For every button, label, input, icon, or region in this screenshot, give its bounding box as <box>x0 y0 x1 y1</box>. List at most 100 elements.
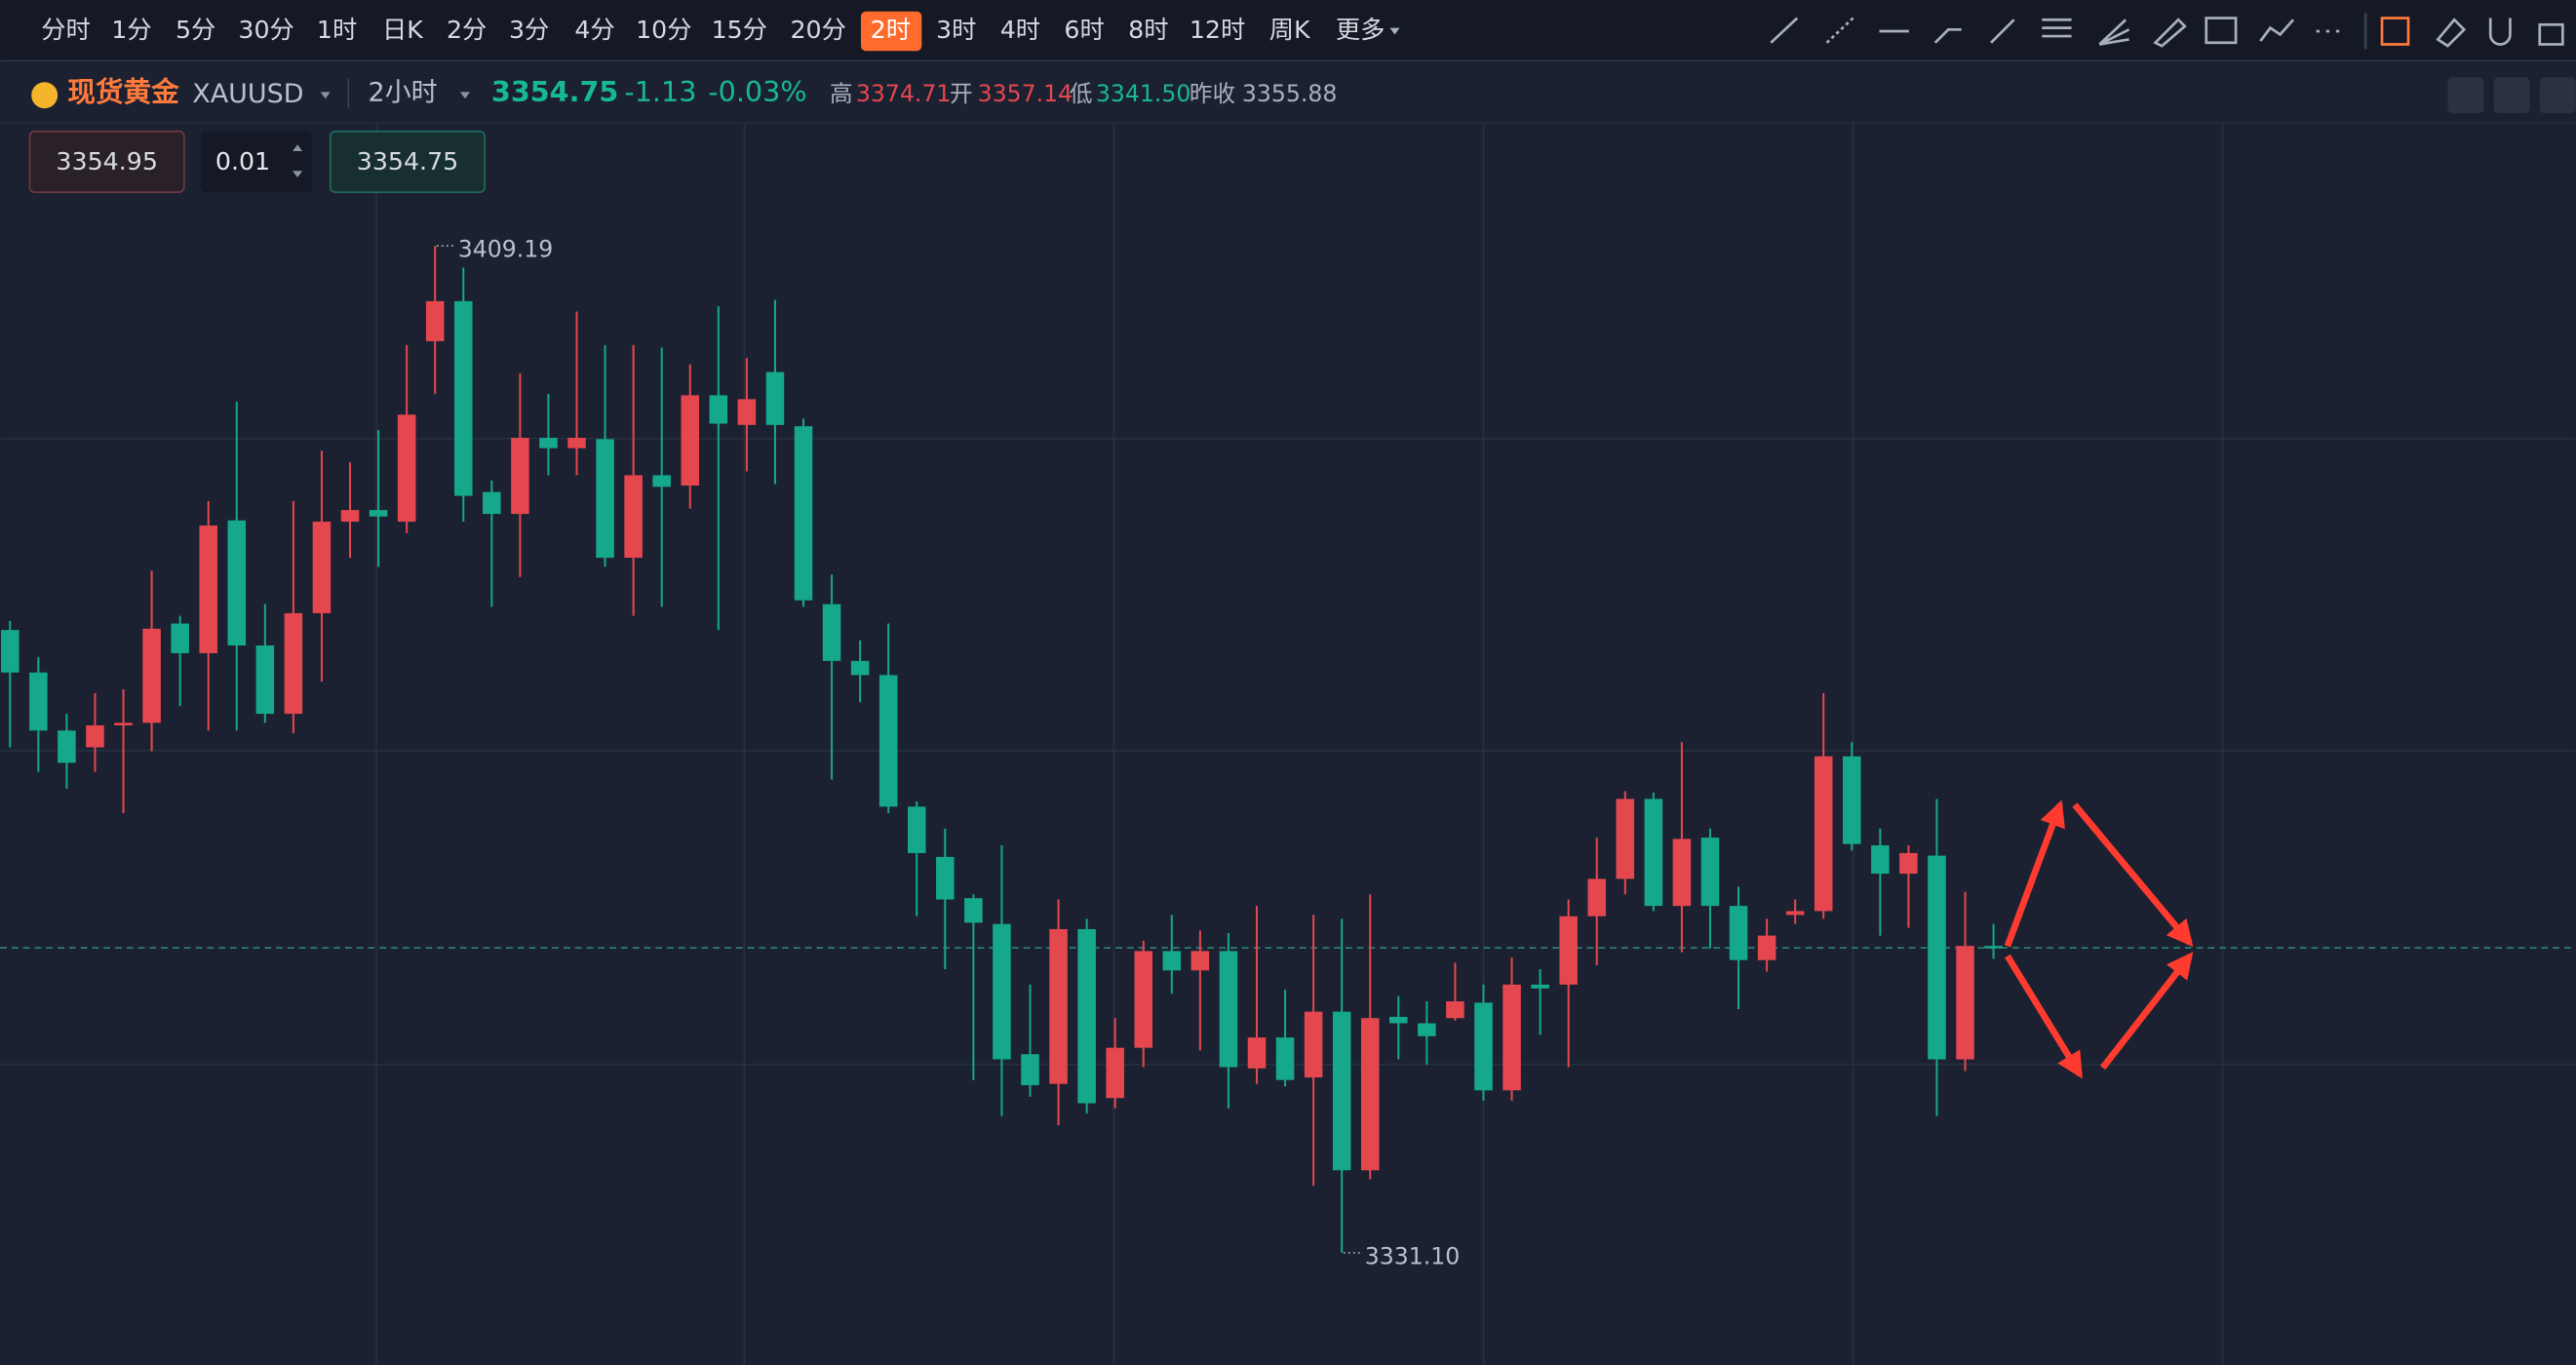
candle-body <box>567 438 586 448</box>
dropdown <box>1389 27 1400 35</box>
timeframe[interactable]: 日K <box>382 16 424 44</box>
timeframe[interactable]: 20分 <box>790 16 845 44</box>
stat-label: 低 <box>1070 80 1093 107</box>
candle-body <box>114 722 133 725</box>
timeframe[interactable]: 1分 <box>111 16 151 44</box>
candle-body <box>1418 1023 1436 1036</box>
change: -1.13 <box>624 75 696 108</box>
stat-value: 3357.14 <box>978 80 1073 107</box>
candle-body <box>1503 984 1521 1091</box>
candle-body <box>1559 916 1578 985</box>
candle-body <box>878 675 898 807</box>
timeframe[interactable]: 3时 <box>936 16 976 44</box>
candle-body <box>58 730 76 763</box>
candle-body <box>1360 1018 1380 1171</box>
timeframe[interactable]: 4时 <box>1000 16 1040 44</box>
stat-value: 3374.71 <box>856 80 952 107</box>
toolbar <box>0 0 2576 61</box>
timeframe[interactable]: 6时 <box>1064 16 1104 44</box>
spinner[interactable] <box>293 144 303 177</box>
candle-body <box>284 612 303 715</box>
candle-body <box>142 628 161 723</box>
candle-body <box>964 898 983 923</box>
candle-body <box>822 604 841 661</box>
candle-body <box>454 300 473 496</box>
candle-body <box>1785 911 1805 916</box>
candle-body <box>1332 1011 1351 1171</box>
candle-body <box>709 395 728 424</box>
candle-body <box>936 856 955 900</box>
annotation-label: 3331.10 <box>1365 1242 1461 1269</box>
timeframe[interactable]: 10分 <box>636 16 691 44</box>
candle-body <box>596 439 614 559</box>
drawing-tools[interactable] <box>1770 13 2564 50</box>
sell-button[interactable] <box>28 130 185 193</box>
candle-body <box>1134 951 1153 1048</box>
timeframe[interactable]: 30分 <box>238 16 293 44</box>
period[interactable]: 2小时 <box>369 78 438 108</box>
candle-body <box>737 399 757 425</box>
arrows <box>2004 800 2194 1079</box>
candle-body <box>652 475 671 488</box>
timeframe[interactable]: 3分 <box>509 16 549 44</box>
change-pct: -0.03% <box>708 75 806 108</box>
buy-button[interactable] <box>329 130 487 193</box>
candle-body <box>1021 1054 1039 1085</box>
instrument-symbol[interactable]: XAUUSD <box>192 79 303 109</box>
timeframe[interactable]: 2时 <box>871 16 911 44</box>
candle-body <box>227 520 247 645</box>
gold-icon <box>31 82 59 109</box>
lots-input[interactable] <box>200 131 313 193</box>
plot: 3409.19 3331.10 <box>0 236 2576 1269</box>
active-tab[interactable] <box>860 11 922 52</box>
stat-label: 高 <box>830 80 853 107</box>
timeframe[interactable]: 更多 <box>1336 16 1386 44</box>
candle-body <box>1899 852 1918 875</box>
candle-body <box>993 923 1011 1060</box>
candle-body <box>1474 1002 1493 1091</box>
timeframe[interactable]: 分时 <box>41 16 91 44</box>
candle-body <box>1956 946 1974 1060</box>
candle-body <box>1 630 20 673</box>
timeframe[interactable]: 1时 <box>317 16 357 44</box>
candle-body <box>1616 799 1635 879</box>
candle-body <box>29 672 48 731</box>
candle-body <box>1446 1001 1464 1019</box>
candle-body <box>86 724 104 748</box>
sell-price[interactable]: 3354.95 <box>56 147 157 176</box>
stat-value: 3355.88 <box>1242 80 1338 107</box>
lots[interactable]: 0.01 <box>215 147 270 176</box>
timeframe[interactable]: 15分 <box>712 16 767 44</box>
candle-body <box>1928 855 1946 1060</box>
buy-price[interactable]: 3354.75 <box>357 147 458 176</box>
candle-body <box>765 371 785 425</box>
candle-body <box>1219 951 1238 1068</box>
candle-body <box>1190 951 1210 971</box>
candle-body <box>1389 1016 1408 1024</box>
chart-tools[interactable] <box>2447 77 2576 114</box>
candle-body <box>340 510 360 523</box>
timeframe[interactable]: 4分 <box>574 16 614 44</box>
timeframe[interactable]: 2分 <box>447 16 487 44</box>
candle-body <box>1247 1037 1267 1069</box>
candle-body <box>1814 756 1833 912</box>
candle-body <box>681 395 700 486</box>
candle-body <box>255 644 275 715</box>
instrument-name: 现货黄金 <box>67 75 179 108</box>
timeframe[interactable]: 5分 <box>176 16 215 44</box>
annotation-label: 3409.19 <box>458 236 554 263</box>
candle-body <box>1644 799 1663 907</box>
last-price: 3354.75 <box>491 75 618 108</box>
timeframe[interactable]: 12时 <box>1190 16 1245 44</box>
candle-body <box>1077 928 1096 1104</box>
timeframe[interactable]: 周K <box>1269 16 1311 44</box>
candle-body <box>794 426 813 601</box>
candle-body <box>369 510 388 517</box>
candle-body <box>907 806 926 853</box>
stat-label: 开 <box>950 80 973 107</box>
candle-body <box>1531 984 1549 989</box>
candle-body <box>1984 946 2003 949</box>
candle-body <box>1587 878 1606 916</box>
timeframe[interactable]: 8时 <box>1128 16 1168 44</box>
